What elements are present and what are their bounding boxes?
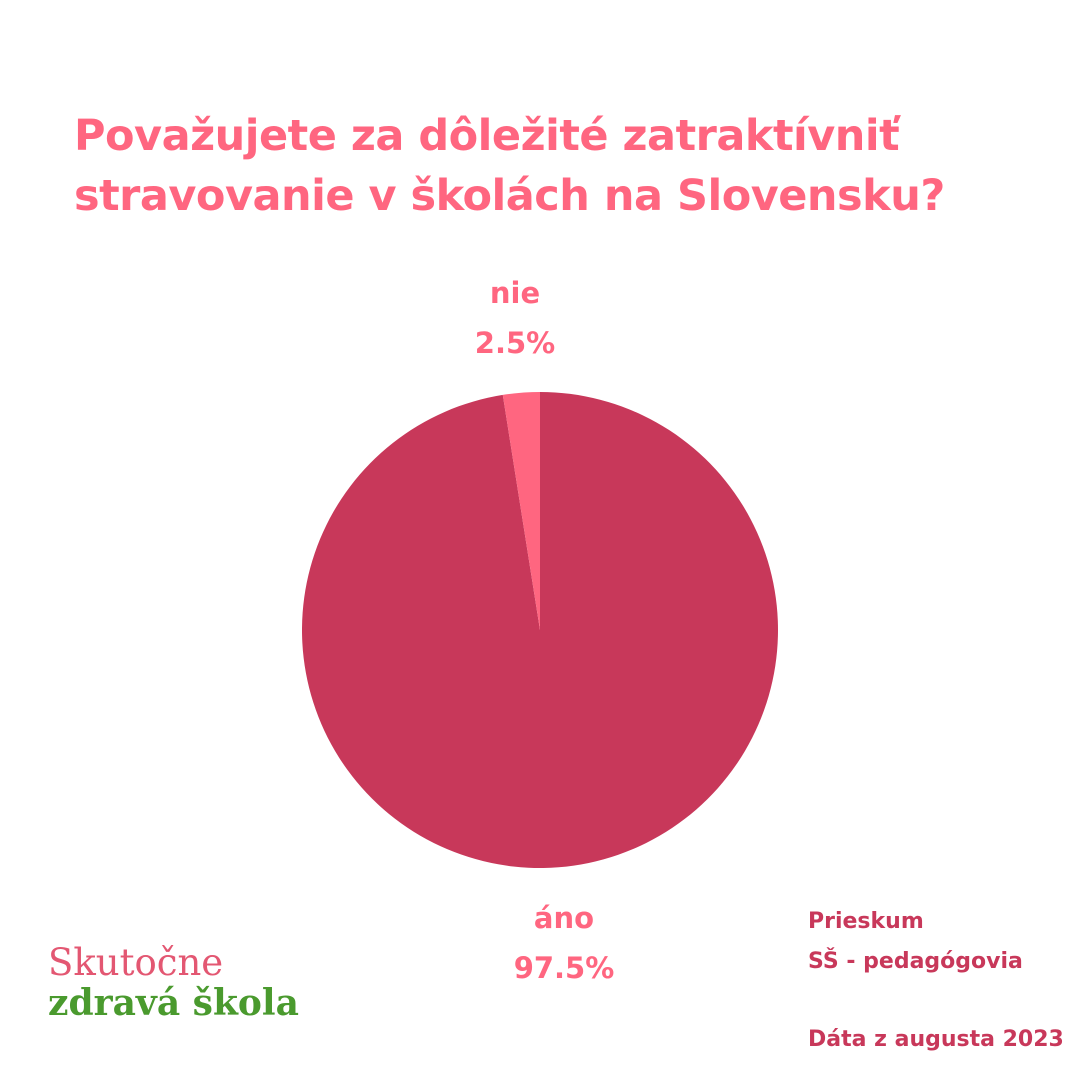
logo: Skutočne zdravá škola — [48, 941, 299, 1024]
logo-line-1: Skutočne — [48, 941, 224, 984]
slice-value-ano: 97.5% — [513, 951, 615, 985]
survey-line-1: Prieskum — [808, 909, 924, 934]
pie-slice-áno — [302, 392, 779, 868]
chart-title: Považujete za dôležité zatraktívniť stra… — [74, 106, 1034, 226]
slice-label-ano: áno 97.5% — [464, 893, 664, 993]
slice-name-nie: nie — [489, 276, 541, 310]
survey-info: Prieskum SŠ - pedagógovia — [808, 902, 1023, 982]
slice-name-ano: áno — [533, 901, 595, 935]
title-line-2: stravovanie v školách na Slovensku? — [74, 171, 945, 221]
survey-date: Dáta z augusta 2023 — [808, 1027, 1064, 1052]
logo-line-2: zdravá škola — [48, 982, 299, 1024]
slice-label-nie: nie 2.5% — [415, 268, 615, 368]
survey-line-2: SŠ - pedagógovia — [808, 949, 1023, 974]
pie-slice-nie — [502, 392, 540, 630]
slice-value-nie: 2.5% — [474, 326, 556, 360]
title-line-1: Považujete za dôležité zatraktívniť — [74, 111, 900, 161]
